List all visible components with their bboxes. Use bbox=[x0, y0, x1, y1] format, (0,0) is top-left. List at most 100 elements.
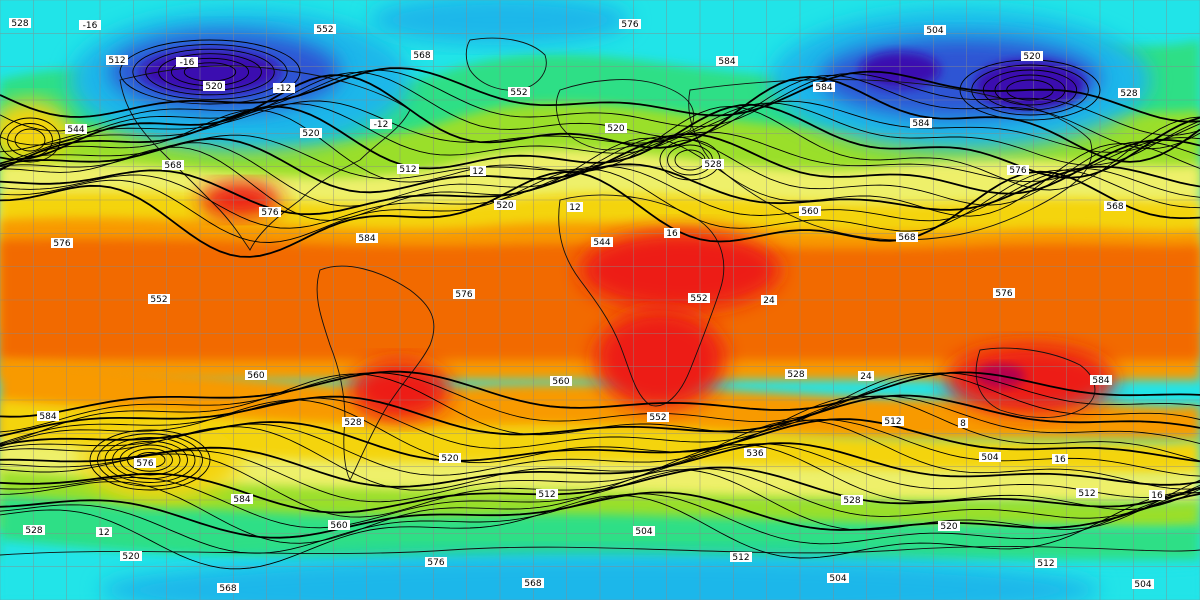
contour-label: 520 bbox=[605, 123, 627, 134]
contour-label: 504 bbox=[827, 573, 849, 584]
contour-label-text: 576 bbox=[455, 290, 472, 300]
contour-label-text: 584 bbox=[815, 83, 832, 93]
contour-label-text: 560 bbox=[330, 521, 347, 531]
contour-label-text: 576 bbox=[261, 208, 278, 218]
contour-label-text: 12 bbox=[98, 528, 109, 538]
contour-label-text: 576 bbox=[995, 289, 1012, 299]
contour-label-text: 568 bbox=[1106, 202, 1123, 212]
contour-label-text: 552 bbox=[649, 413, 666, 423]
contour-label: 584 bbox=[716, 56, 738, 67]
contour-label: 576 bbox=[425, 557, 447, 568]
isoline-ring bbox=[112, 440, 188, 480]
contour-label: 560 bbox=[328, 520, 350, 531]
isoline bbox=[0, 133, 1200, 195]
south-america-outline bbox=[316, 265, 435, 482]
contour-label: 552 bbox=[314, 24, 336, 35]
isoline bbox=[0, 100, 1200, 153]
isoline bbox=[0, 103, 1200, 179]
contour-label-text: 520 bbox=[205, 82, 222, 92]
contour-label: 12 bbox=[567, 202, 583, 213]
contour-label: 552 bbox=[508, 87, 530, 98]
contour-label: 552 bbox=[688, 293, 710, 304]
isoline bbox=[0, 419, 1200, 491]
isoline-ring bbox=[14, 128, 46, 152]
contour-label-text: 552 bbox=[316, 25, 333, 35]
contour-label: 8 bbox=[958, 418, 968, 429]
contour-label-text: 528 bbox=[25, 526, 42, 536]
contour-label: 512 bbox=[1076, 488, 1098, 499]
isoline bbox=[0, 394, 1200, 437]
contour-label-text: 584 bbox=[912, 119, 929, 129]
contour-label-text: 584 bbox=[358, 234, 375, 244]
contour-label-text: 576 bbox=[427, 558, 444, 568]
isoline bbox=[0, 170, 1200, 258]
contour-label-text: 16 bbox=[666, 229, 678, 239]
contour-label-text: -16 bbox=[83, 21, 98, 31]
contour-label: 560 bbox=[245, 370, 267, 381]
isoline bbox=[0, 442, 1200, 488]
contour-label: 560 bbox=[550, 376, 572, 387]
contour-label: 552 bbox=[647, 412, 669, 423]
antarctica-outline bbox=[0, 546, 1200, 556]
cold-regions bbox=[0, 0, 1150, 600]
contour-label: 512 bbox=[106, 55, 128, 66]
contour-label: 528 bbox=[1118, 88, 1140, 99]
contour-label-text: 584 bbox=[718, 57, 735, 67]
isoline-ring bbox=[97, 433, 203, 487]
contour-label-text: 568 bbox=[164, 161, 181, 171]
contour-label: 512 bbox=[397, 164, 419, 175]
isoline bbox=[0, 491, 1200, 539]
contour-label: 512 bbox=[1035, 558, 1057, 569]
isoline bbox=[0, 395, 1200, 449]
contour-label-text: 16 bbox=[1151, 491, 1163, 501]
contour-label: 568 bbox=[217, 583, 239, 594]
contour-label: 528 bbox=[342, 417, 364, 428]
contour-label-text: 520 bbox=[940, 522, 957, 532]
contour-label-text: 576 bbox=[1009, 166, 1026, 176]
contour-label-text: 504 bbox=[1134, 580, 1151, 590]
isoline bbox=[0, 395, 1200, 464]
contour-label: 504 bbox=[633, 526, 655, 537]
contour-label: 568 bbox=[896, 232, 918, 243]
contour-label: 568 bbox=[411, 50, 433, 61]
contour-label-text: 528 bbox=[704, 160, 721, 170]
isoline bbox=[0, 443, 1200, 503]
contour-label: 584 bbox=[813, 82, 835, 93]
contour-label: 568 bbox=[522, 578, 544, 589]
contour-label: 584 bbox=[910, 118, 932, 129]
contour-label-text: 520 bbox=[441, 454, 458, 464]
contour-label: 512 bbox=[536, 489, 558, 500]
isoline bbox=[0, 137, 1200, 221]
contour-label-text: 528 bbox=[11, 19, 28, 29]
contour-label: 576 bbox=[619, 19, 641, 30]
contour-label: 520 bbox=[120, 551, 142, 562]
contour-label: 528 bbox=[9, 18, 31, 29]
contour-label: 520 bbox=[203, 81, 225, 92]
contour-label: 568 bbox=[162, 160, 184, 171]
isoline-ring bbox=[994, 74, 1066, 106]
contour-label-text: 568 bbox=[413, 51, 430, 61]
isoline bbox=[0, 466, 1200, 514]
contour-label-text: 584 bbox=[39, 412, 56, 422]
isoline bbox=[0, 72, 1200, 150]
contour-label: -12 bbox=[370, 119, 392, 130]
contour-label-text: 520 bbox=[1023, 52, 1040, 62]
contour-label-text: 576 bbox=[53, 239, 70, 249]
contour-label-text: 512 bbox=[732, 553, 749, 563]
contour-label-text: 528 bbox=[344, 418, 361, 428]
asia-outline bbox=[688, 79, 1093, 241]
contour-label-text: 24 bbox=[763, 296, 775, 306]
contour-label-text: -12 bbox=[277, 84, 292, 94]
isoline-ring bbox=[119, 39, 301, 105]
contour-label: 504 bbox=[924, 25, 946, 36]
contour-label: -16 bbox=[176, 57, 198, 68]
geopotential-contours bbox=[0, 39, 1200, 570]
contour-label-text: 12 bbox=[569, 203, 580, 213]
isoline bbox=[0, 370, 1200, 418]
contour-label-text: 536 bbox=[746, 449, 763, 459]
contour-label: -12 bbox=[273, 83, 295, 94]
contour-label: 512 bbox=[730, 552, 752, 563]
contour-label-text: 560 bbox=[247, 371, 264, 381]
contour-label-text: 520 bbox=[607, 124, 624, 134]
